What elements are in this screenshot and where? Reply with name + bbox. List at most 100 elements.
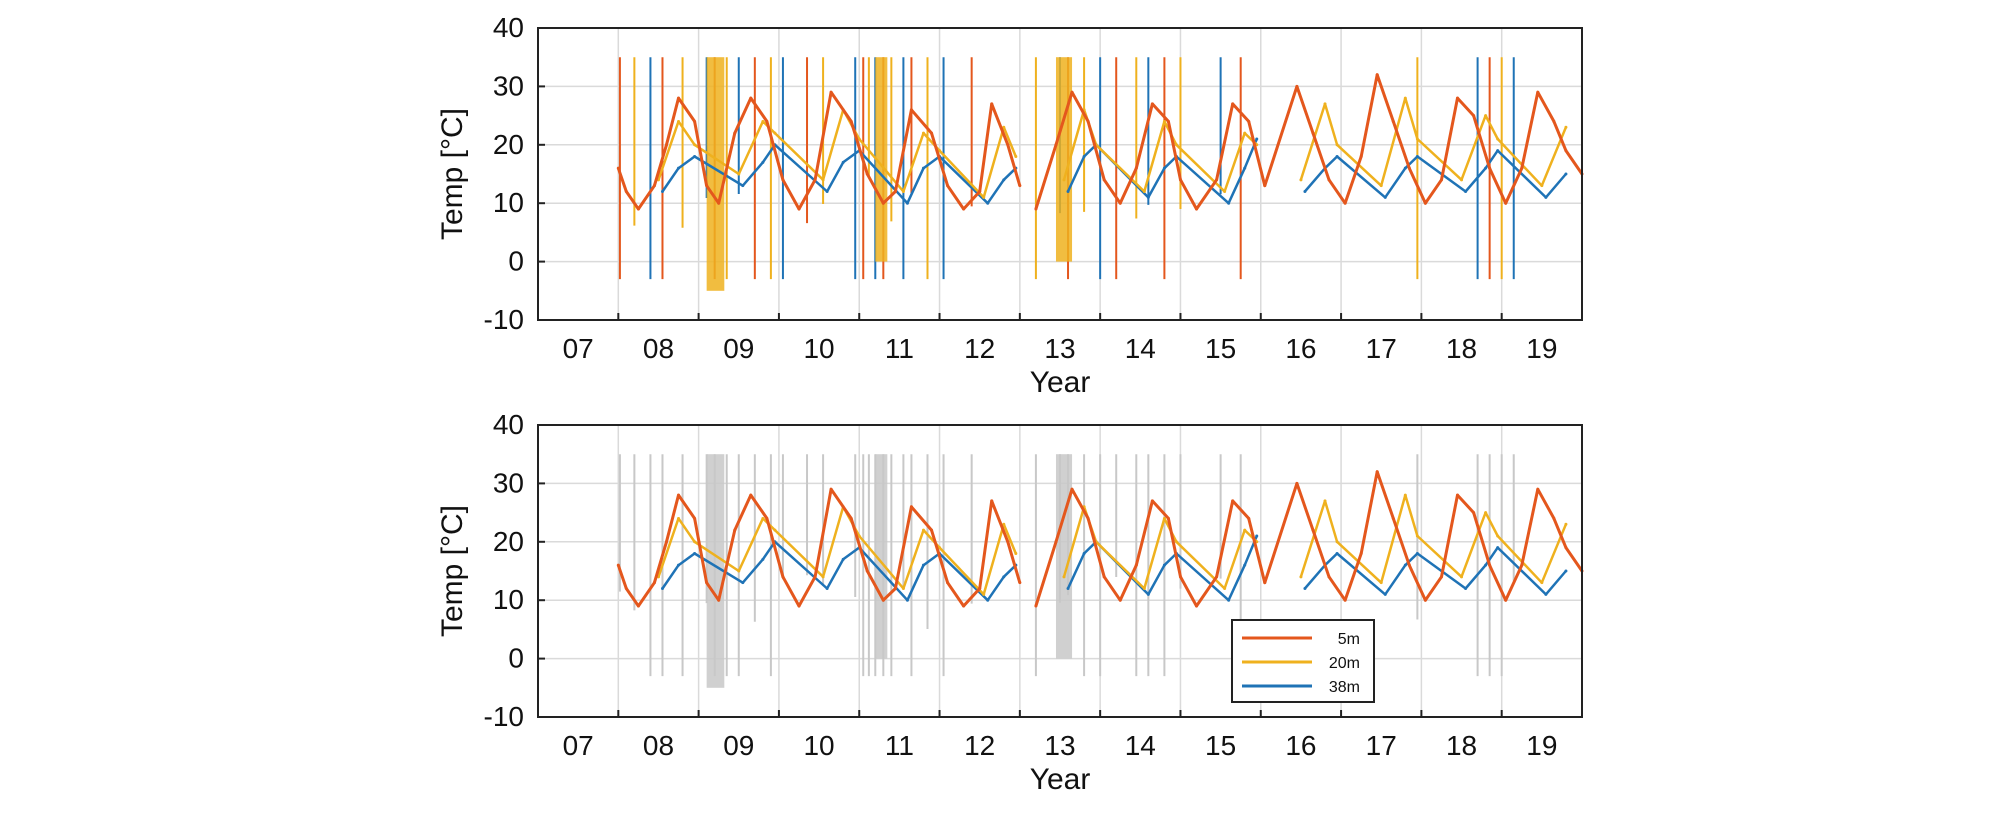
data-point-5m xyxy=(909,108,913,112)
data-point-38m xyxy=(1415,154,1419,158)
data-point-5m xyxy=(1150,102,1154,106)
data-point-5m xyxy=(664,540,668,544)
data-point-20m xyxy=(773,131,777,135)
data-point-20m xyxy=(901,190,905,194)
data-point-5m xyxy=(1456,96,1460,100)
data-point-38m xyxy=(1243,166,1247,170)
legend-label-20m: 20m xyxy=(1329,655,1360,672)
artifact-block xyxy=(875,454,888,659)
y-tick-label: 20 xyxy=(493,129,524,160)
data-point-5m xyxy=(1391,119,1395,123)
x-tick-label: 17 xyxy=(1366,730,1397,761)
series-line-20m xyxy=(657,96,1568,199)
data-point-20m xyxy=(1540,581,1544,585)
data-point-20m xyxy=(1323,499,1327,503)
data-point-38m xyxy=(921,166,925,170)
x-tick-label: 12 xyxy=(964,730,995,761)
y-tick-label: 30 xyxy=(493,467,524,498)
data-point-5m xyxy=(1504,598,1508,602)
data-point-5m xyxy=(1034,604,1038,608)
data-point-20m xyxy=(1162,119,1166,123)
data-point-5m xyxy=(1295,84,1299,88)
data-point-5m xyxy=(813,575,817,579)
data-point-5m xyxy=(733,528,737,532)
x-tick-label: 19 xyxy=(1526,333,1557,364)
data-point-5m xyxy=(909,505,913,509)
data-point-5m xyxy=(893,587,897,591)
data-point-5m xyxy=(1564,149,1568,153)
y-tick-label: 0 xyxy=(508,643,524,674)
data-point-5m xyxy=(1263,581,1267,585)
data-point-20m xyxy=(921,131,925,135)
x-tick-label: 15 xyxy=(1205,730,1236,761)
data-point-20m xyxy=(982,195,986,199)
data-point-38m xyxy=(677,563,681,567)
data-point-38m xyxy=(1255,137,1259,141)
data-point-5m xyxy=(1086,516,1090,520)
x-tick-label: 09 xyxy=(723,333,754,364)
data-point-20m xyxy=(1223,587,1227,591)
data-point-38m xyxy=(1464,587,1468,591)
data-point-20m xyxy=(1564,125,1568,129)
data-point-20m xyxy=(761,119,765,123)
data-point-5m xyxy=(636,207,640,211)
data-point-5m xyxy=(624,190,628,194)
x-tick-label: 07 xyxy=(563,730,594,761)
data-point-5m xyxy=(893,190,897,194)
y-tick-label: 0 xyxy=(508,246,524,277)
series-line-5m xyxy=(616,73,1584,211)
data-point-5m xyxy=(1423,201,1427,205)
data-point-20m xyxy=(1484,511,1488,515)
y-axis-label: Temp [°C] xyxy=(436,505,469,637)
data-point-5m xyxy=(1034,207,1038,211)
data-point-5m xyxy=(1327,575,1331,579)
data-point-5m xyxy=(1054,540,1058,544)
data-point-5m xyxy=(1552,516,1556,520)
data-point-20m xyxy=(737,569,741,573)
data-point-38m xyxy=(1564,569,1568,573)
data-point-38m xyxy=(1544,592,1548,596)
y-tick-label: 20 xyxy=(493,526,524,557)
data-point-20m xyxy=(677,516,681,520)
data-point-38m xyxy=(1082,551,1086,555)
data-point-20m xyxy=(1564,522,1568,526)
data-point-5m xyxy=(1488,166,1492,170)
data-point-20m xyxy=(1403,493,1407,497)
data-point-5m xyxy=(717,598,721,602)
data-point-38m xyxy=(1255,534,1259,538)
data-point-5m xyxy=(1215,575,1219,579)
data-point-5m xyxy=(1552,119,1556,123)
data-point-5m xyxy=(797,604,801,608)
data-point-5m xyxy=(1504,201,1508,205)
data-point-38m xyxy=(1484,563,1488,567)
data-point-5m xyxy=(1231,102,1235,106)
data-point-38m xyxy=(1403,166,1407,170)
artifact-block xyxy=(706,454,725,688)
y-tick-label: 30 xyxy=(493,70,524,101)
data-point-5m xyxy=(1391,516,1395,520)
x-tick-label: 13 xyxy=(1044,333,1075,364)
data-point-38m xyxy=(693,154,697,158)
data-point-5m xyxy=(664,143,668,147)
data-point-5m xyxy=(962,207,966,211)
data-point-38m xyxy=(1544,195,1548,199)
data-point-5m xyxy=(1439,575,1443,579)
data-point-38m xyxy=(905,201,909,205)
data-point-5m xyxy=(1215,178,1219,182)
data-point-5m xyxy=(1375,470,1379,474)
x-tick-label: 14 xyxy=(1125,333,1156,364)
data-point-5m xyxy=(1407,166,1411,170)
data-point-5m xyxy=(881,201,885,205)
data-point-38m xyxy=(1243,563,1247,567)
x-tick-label: 15 xyxy=(1205,333,1236,364)
data-point-38m xyxy=(1383,592,1387,596)
data-point-20m xyxy=(1174,143,1178,147)
data-point-5m xyxy=(1102,178,1106,182)
artifact-block xyxy=(706,57,725,291)
data-point-5m xyxy=(1536,487,1540,491)
data-point-38m xyxy=(1335,154,1339,158)
data-point-20m xyxy=(1484,114,1488,118)
data-point-5m xyxy=(1423,598,1427,602)
x-axis-label: Year xyxy=(1030,763,1091,796)
data-point-5m xyxy=(1247,119,1251,123)
